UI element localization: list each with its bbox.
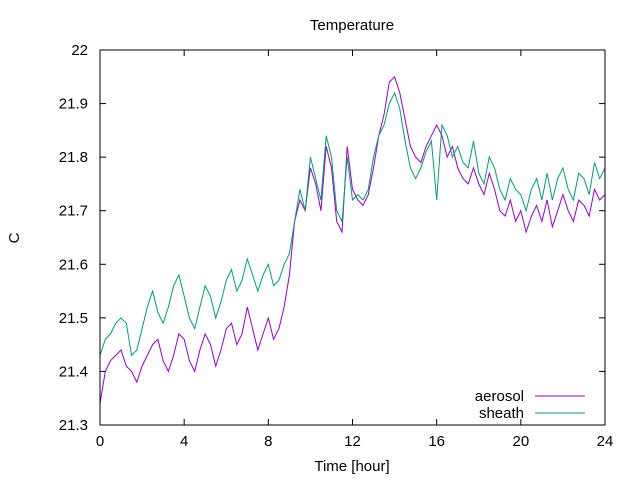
- x-tick-label: 0: [96, 433, 104, 450]
- x-tick-label: 8: [264, 433, 272, 450]
- series-line-aerosol: [99, 75, 606, 404]
- chart-title: Temperature: [310, 17, 394, 34]
- x-tick-label: 20: [512, 433, 529, 450]
- plot-series: [99, 75, 606, 404]
- y-axis-label: C: [6, 232, 23, 243]
- x-tick-label: 16: [428, 433, 445, 450]
- x-tick-label: 12: [344, 433, 361, 450]
- legend-label-aerosol: aerosol: [475, 388, 524, 405]
- y-tick-label: 21.8: [59, 149, 88, 166]
- y-tick-label: 21.5: [59, 310, 88, 327]
- series-line-sheath: [99, 91, 606, 357]
- y-tick-label: 21.9: [59, 96, 88, 113]
- axes: 0 4 8 12 16 20 24 21.3 21.4 21.5 21.6 21.7 21.8 21.9 2…: [59, 42, 614, 450]
- legend-label-sheath: sheath: [479, 405, 524, 422]
- plot-frame: [99, 49, 606, 426]
- y-tick-label: 21.4: [59, 363, 88, 380]
- y-tick-label: 21.3: [59, 417, 88, 434]
- y-tick-label: 21.6: [59, 256, 88, 273]
- x-axis-label: Time [hour]: [314, 458, 389, 475]
- x-tick-label: 4: [180, 433, 188, 450]
- y-tick-label: 22: [71, 42, 88, 59]
- x-tick-label: 24: [597, 433, 614, 450]
- y-tick-label: 21.7: [59, 203, 88, 220]
